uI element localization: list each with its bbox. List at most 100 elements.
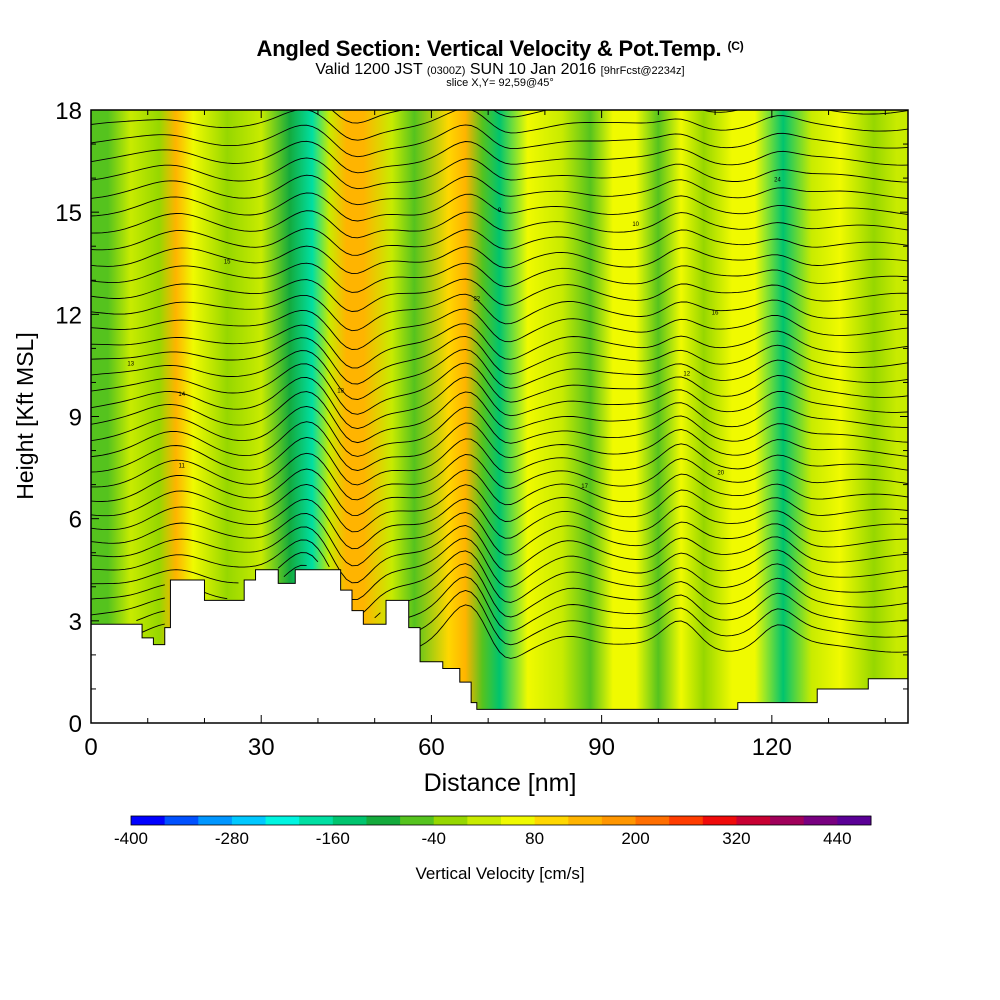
isentrope-contour — [91, 140, 908, 174]
x-tick-label: 60 — [418, 734, 445, 761]
isentrope-contour — [91, 525, 908, 584]
isentrope-contour — [91, 563, 908, 619]
isentrope-contour — [91, 498, 908, 550]
colorbar-swatch — [669, 816, 704, 825]
colorbar-swatch — [601, 816, 637, 825]
y-tick-label: 6 — [69, 507, 82, 534]
contour-label: 13 — [127, 361, 134, 367]
isentrope-contour — [91, 576, 908, 632]
x-tick-label: 0 — [84, 734, 97, 761]
colorbar-tick-label: -160 — [316, 829, 350, 848]
isentrope-contour — [91, 228, 908, 256]
colorbar-swatch — [635, 816, 670, 825]
colorbar-swatch — [131, 816, 166, 825]
contour-label: 17 — [581, 484, 588, 490]
chart-title: Angled Section: Vertical Velocity & Pot.… — [256, 36, 744, 61]
y-tick-label: 15 — [55, 200, 82, 227]
isentrope-contour — [141, 604, 908, 659]
x-tick-label: 30 — [248, 734, 275, 761]
x-tick-label: 120 — [752, 734, 792, 761]
colorbar-swatch — [198, 816, 233, 825]
colorbar-tick-label: 80 — [525, 829, 544, 848]
terrain-outline — [91, 569, 908, 710]
colorbar: -400 -280 -160 -40 80 200 320 440 — [114, 815, 872, 848]
terrain-mask — [91, 569, 908, 723]
isentrope-contour — [91, 174, 908, 206]
isentrope-contour — [91, 421, 908, 471]
colorbar-swatch — [400, 816, 435, 825]
colorbar-tick-label: -40 — [421, 829, 446, 848]
colorbar-swatch — [837, 816, 872, 825]
colorbar-swatch — [231, 816, 267, 825]
contour-label: 9 — [498, 208, 502, 214]
contour-label: 24 — [774, 178, 781, 184]
isentrope-contour — [91, 537, 908, 600]
isentrope-contour — [91, 262, 908, 293]
contour-label: 18 — [337, 389, 344, 395]
isentrope-contour — [91, 103, 908, 105]
isentrope-contour — [91, 124, 908, 158]
contour-label: 16 — [712, 310, 719, 316]
contour-label: 22 — [473, 297, 480, 303]
colorbar-swatch — [803, 816, 838, 825]
contour-label: 12 — [683, 372, 690, 378]
colorbar-swatch — [433, 816, 468, 825]
contour-label: 15 — [224, 259, 231, 265]
y-tick-label: 3 — [69, 609, 82, 636]
isentrope-contour — [91, 323, 908, 369]
colorbar-swatch — [702, 816, 737, 825]
y-axis-label: Height [Kft MSL] — [12, 332, 38, 499]
isentrope-contour — [91, 278, 908, 312]
plot-area: 13 14 11 15 18 22 9 10 12 16 20 24 17 — [90, 103, 909, 724]
contour-label: 11 — [179, 464, 186, 470]
chart-slice-info: slice X,Y= 92,59@45° — [446, 77, 554, 89]
isentrope-contour — [91, 452, 908, 501]
isentrope-contour — [91, 348, 908, 400]
isentrope-contour — [91, 210, 908, 239]
isentrope-contour — [91, 512, 908, 567]
isentrope-contour — [91, 468, 908, 516]
isentrope-contour — [91, 436, 908, 486]
colorbar-swatch — [770, 816, 805, 825]
y-tick-label: 18 — [55, 98, 82, 125]
colorbar-tick-label: 320 — [722, 829, 750, 848]
isentrope-contour — [91, 405, 908, 457]
isentrope-contour — [91, 550, 908, 613]
colorbar-swatch — [299, 816, 334, 825]
isentrope-contour — [331, 110, 908, 124]
colorbar-swatch — [501, 816, 536, 825]
colorbar-swatch — [568, 816, 603, 825]
y-tick-label: 12 — [55, 302, 82, 329]
chart-subtitle: Valid 1200 JST (0300Z) SUN 10 Jan 2016 [… — [315, 61, 685, 78]
isentrope-contour — [91, 192, 908, 222]
colorbar-title: Vertical Velocity [cm/s] — [415, 864, 585, 883]
y-tick-label: 9 — [69, 405, 82, 432]
isentrope-contour — [91, 157, 908, 190]
contour-label: 20 — [717, 470, 724, 476]
colorbar-swatch — [164, 816, 199, 825]
colorbar-swatch — [736, 816, 771, 825]
isentrope-contour — [91, 483, 908, 533]
colorbar-swatch — [534, 816, 569, 825]
colorbar-tick-label: 200 — [621, 829, 649, 848]
isentrope-contour — [91, 293, 908, 332]
colorbar-swatch — [467, 816, 502, 825]
colorbar-swatch — [265, 816, 300, 825]
isentrope-contour — [91, 376, 908, 430]
isentrope-contour — [136, 590, 908, 646]
contour-label: 14 — [178, 392, 185, 398]
isentrope-contour — [91, 335, 908, 385]
isentrope-contour — [91, 362, 908, 415]
colorbar-tick-label: -280 — [215, 829, 249, 848]
isentrope-contour — [91, 308, 908, 350]
x-tick-label: 90 — [588, 734, 615, 761]
isentrope-contour — [91, 391, 908, 444]
isentrope-contour — [91, 245, 908, 275]
contour-label: 10 — [632, 222, 639, 228]
colorbar-tick-label: 440 — [823, 829, 851, 848]
colorbar-swatch — [366, 816, 401, 825]
y-tick-label: 0 — [69, 711, 82, 738]
colorbar-tick-label: -400 — [114, 829, 148, 848]
x-axis-label: Distance [nm] — [424, 769, 577, 797]
